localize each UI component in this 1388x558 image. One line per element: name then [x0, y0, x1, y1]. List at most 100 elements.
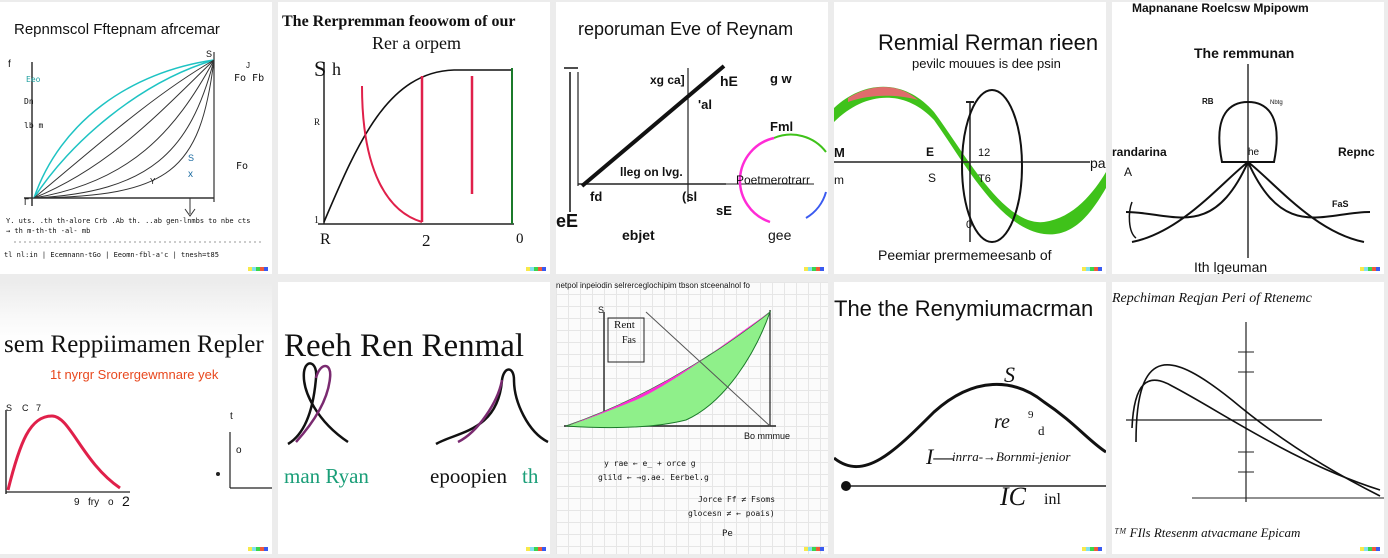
tile-6-label-1: S: [6, 403, 13, 413]
tile-3-label-12: gee: [768, 227, 792, 243]
tile-10-caption: ᵀᴹ FIls Rtesenm atvacmane Epicam: [1114, 525, 1301, 540]
tile-5-label-7: Nbtg: [1270, 100, 1283, 106]
tile-6-label-5: o: [236, 445, 242, 456]
tile-2-tick-0: 0: [516, 231, 524, 247]
tile-6-graph: [5, 410, 272, 494]
tile-9-label-1: S: [1004, 362, 1015, 387]
tile-5-graph: [1125, 64, 1371, 258]
tile-5-label-2: Repnc: [1338, 145, 1375, 159]
tile-1-label-9: f: [8, 59, 11, 70]
tile-3-label-13: 'al: [698, 97, 712, 112]
tile-3-label-2: hE: [720, 73, 738, 89]
tile-2-axis-r: R: [314, 117, 321, 127]
tile-2[interactable]: The Rerpremman feoowom of our Rer a orpe…: [278, 2, 550, 274]
tile-2-tick-2: 2: [422, 231, 431, 250]
tile-2-graph: [318, 62, 514, 225]
tile-8-label-3: Fas: [622, 335, 636, 346]
tile-9[interactable]: The the Renymiumacrman S re 9 d I— inrra…: [834, 282, 1106, 554]
tile-5-label-4: FaS: [1332, 199, 1349, 209]
tile-1-note-2: → th m-th-th -al- mb: [6, 227, 91, 235]
tile-1[interactable]: Repnmscol Fftepnam afrcemar Eeo lb m Dn …: [0, 2, 272, 274]
tile-3-label-11: ebjet: [622, 227, 655, 243]
tile-5[interactable]: Mapnanane Roelcsw Mpipowm The remmunan r…: [1112, 2, 1384, 274]
tile-10-watermark: [1360, 547, 1380, 551]
tile-3-title: reporuman Eve of Reynam: [578, 19, 794, 39]
tile-8-graph: [564, 310, 776, 429]
tile-5-title: Mapnanane Roelcsw Mpipowm: [1132, 2, 1309, 15]
tile-4-watermark: [1082, 267, 1102, 271]
tile-3-label-7: fd: [590, 189, 603, 204]
tile-9-graph: [834, 383, 1106, 491]
tile-6-label-7: fry: [88, 497, 100, 508]
tile-9-label-8: inl: [1044, 491, 1061, 508]
tile-2-subtitle: Rer a orpem: [372, 33, 461, 53]
tile-9-label-3: 9: [1028, 409, 1034, 421]
tile-10-title: Repchiman Reqjan Peri of Rtenemc: [1112, 291, 1312, 306]
tile-6-watermark: [248, 547, 268, 551]
tile-3-graph: [564, 64, 827, 224]
tile-1-label-1: Eeo: [26, 75, 41, 84]
tile-7-watermark: [526, 547, 546, 551]
tile-8-note-4: glocesn ≠ ← poais): [688, 509, 775, 518]
tile-3-label-10: eE: [556, 211, 579, 231]
tile-10-graph: [1126, 322, 1384, 502]
tile-8-watermark: [804, 547, 824, 551]
tile-4-subtitle: pevilc mouues is dee psin: [912, 56, 1061, 71]
tile-4-label-m2: m: [834, 173, 844, 187]
tile-7-title: Reeh Ren Renmal: [284, 328, 525, 364]
tile-9-label-6: inrra-→Bornmi-jenior: [952, 449, 1071, 464]
tile-1-label-10: Y: [150, 177, 156, 186]
tile-5-label-1: randarina: [1112, 145, 1167, 159]
tile-5-caption: Ith lgeuman: [1194, 259, 1268, 274]
tile-7-label-2: epoopien: [430, 464, 507, 488]
tile-4-label-t6: T6: [978, 173, 991, 185]
tile-2-tick-1: 1: [314, 215, 319, 226]
tile-3[interactable]: reporuman Eve of Reynam xg ca] hE g w Fm…: [556, 2, 828, 274]
tile-9-watermark: [1082, 547, 1102, 551]
tile-6-title: sem Reppiimamen Repler: [4, 331, 264, 358]
tile-1-note-1: Y. uts. .th th-alore Crb .Ab th. ..ab ge…: [6, 217, 251, 225]
tile-1-title: Repnmscol Fftepnam afrcemar: [14, 21, 220, 38]
tile-1-label-8: S: [188, 153, 195, 163]
tile-1-graph: [14, 52, 262, 243]
tile-7[interactable]: Reeh Ren Renmal man Ryan epoopien th: [278, 282, 550, 554]
tile-6-label-6: 9: [74, 497, 80, 508]
tile-10[interactable]: Repchiman Reqjan Peri of Rtenemc ᵀᴹ FIls…: [1112, 282, 1384, 554]
tile-6[interactable]: sem Reppiimamen Repler 1t nyrgr Srorerge…: [0, 282, 272, 554]
tile-8[interactable]: netpol inpeiodin selrerceglochipim tbson…: [556, 282, 828, 554]
tile-1-label-3: Dn: [24, 97, 34, 106]
tile-1-label-5: x: [188, 169, 193, 180]
tile-6-label-8: o: [108, 497, 114, 508]
tile-8-note-5: Pe: [722, 529, 733, 539]
tile-3-label-6: Poetmerotrarr: [736, 173, 811, 187]
tile-7-label-1: man Ryan: [284, 464, 369, 488]
tile-3-label-1: xg ca]: [650, 73, 685, 87]
tile-2-watermark: [526, 267, 546, 271]
tile-4-caption: Peemiar prermemeesanb of: [878, 247, 1052, 263]
tile-8-label-4: Bo mmmue: [744, 431, 791, 441]
tile-8-title: netpol inpeiodin selrerceglochipim tbson…: [556, 282, 750, 290]
tile-1-label-4: S: [206, 49, 213, 59]
tile-9-label-4: d: [1038, 423, 1045, 438]
tile-9-label-7: IC: [1000, 482, 1026, 511]
tile-3-label-4: Fml: [770, 119, 794, 134]
tile-6-label-3: 7: [36, 403, 42, 413]
tile-8-note-1: y rae ← e_ + orce g: [604, 459, 696, 468]
tile-4-graph: [834, 86, 1106, 243]
tile-7-graph: [287, 362, 549, 446]
tile-1-label-7: Fo: [236, 161, 249, 172]
tile-6-label-4: t: [230, 411, 233, 422]
tile-4-label-12: 12: [978, 147, 991, 159]
tile-1-label-2: lb m: [24, 121, 44, 130]
tile-4-label-0: 0: [966, 219, 973, 231]
tile-2-axis-s: S: [314, 56, 327, 81]
tile-7-label-3: th: [522, 464, 539, 488]
tile-1-label-12: Γ: [24, 197, 29, 207]
tile-6-label-2: C: [22, 403, 29, 413]
tile-9-title: The the Renymiumacrman: [834, 296, 1094, 321]
tile-5-watermark: [1360, 267, 1380, 271]
tile-9-label-2: re: [994, 411, 1010, 433]
tile-1-watermark: [248, 267, 268, 271]
tile-4[interactable]: Renmial Rerman rieen pevilc mouues is de…: [834, 2, 1106, 274]
tile-5-label-3: he: [1248, 147, 1260, 158]
